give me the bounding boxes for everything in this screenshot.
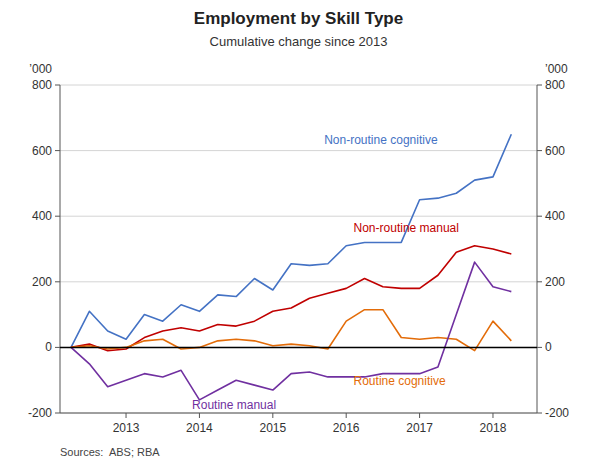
plot-area: Non-routine cognitiveNon-routine manualR… <box>60 134 537 400</box>
x-tick-label: 2017 <box>406 421 433 435</box>
series-line: Routine manual <box>71 262 511 400</box>
grid-line <box>60 347 537 348</box>
series-line: Non-routine cognitive <box>71 134 511 347</box>
grid-line <box>60 85 537 86</box>
y2-tick-label: 400 <box>545 209 565 223</box>
y-tick-label: 400 <box>32 209 52 223</box>
y-axis-line <box>60 85 61 413</box>
y2-tick-label: 600 <box>545 144 565 158</box>
x-tick <box>492 413 493 418</box>
y2-tick <box>537 85 542 86</box>
source-note: Sources: ABS; RBA <box>60 446 160 458</box>
y2-tick-label: 200 <box>545 275 565 289</box>
x-axis-line <box>60 413 537 414</box>
x-tick-label: 2015 <box>259 421 286 435</box>
annotations: Non-routine cognitive Non-routine manual R… <box>192 133 459 412</box>
x-tick <box>272 413 273 418</box>
y2-tick <box>537 281 542 282</box>
x-tick-label: 2013 <box>113 421 140 435</box>
grid-line <box>60 281 537 282</box>
y-axis-label: ’000 <box>29 62 52 76</box>
x-tick-label: 2018 <box>480 421 507 435</box>
y-tick <box>55 347 60 348</box>
y2-axis-line <box>537 85 538 413</box>
x-tick <box>346 413 347 418</box>
grid-line <box>60 413 537 414</box>
y2-tick-label: 800 <box>545 78 565 92</box>
y2-axis-label: ’000 <box>545 62 568 76</box>
y2-tick <box>537 150 542 151</box>
subtitle: Cumulative change since 2013 <box>210 34 388 49</box>
y-tick <box>55 216 60 217</box>
x-tick <box>199 413 200 418</box>
x-tick <box>419 413 420 418</box>
y-tick-label: -200 <box>28 406 52 420</box>
y-tick-label: 200 <box>32 275 52 289</box>
y-tick <box>55 413 60 414</box>
title: Employment by Skill Type <box>194 9 403 28</box>
y2-tick <box>537 413 542 414</box>
y-tick <box>55 150 60 151</box>
annotation: Non-routine manual <box>354 221 459 235</box>
y2-tick-label: 0 <box>545 340 552 354</box>
zero-line <box>60 347 537 349</box>
annotation: Routine cognitive <box>354 374 446 388</box>
x-tick-label: 2014 <box>186 421 213 435</box>
grid <box>60 85 537 413</box>
chart: Employment by Skill Type Cumulative chang… <box>0 0 597 468</box>
y-tick-label: 800 <box>32 78 52 92</box>
y2-tick-label: -200 <box>545 406 569 420</box>
annotation: Non-routine cognitive <box>324 133 438 147</box>
x-tick <box>126 413 127 418</box>
annotation: Routine manual <box>192 398 276 412</box>
y2-tick <box>537 216 542 217</box>
y-tick <box>55 85 60 86</box>
grid-line <box>60 216 537 217</box>
axes: -200 0 200 400 600 800 -200 0 200 400 600 800 2013 20… <box>28 78 569 435</box>
x-tick-label: 2016 <box>333 421 360 435</box>
y-tick-label: 600 <box>32 144 52 158</box>
grid-line <box>60 150 537 151</box>
y-tick <box>55 281 60 282</box>
series-line: Non-routine manual <box>71 246 511 351</box>
y2-tick <box>537 347 542 348</box>
y-tick-label: 0 <box>45 340 52 354</box>
